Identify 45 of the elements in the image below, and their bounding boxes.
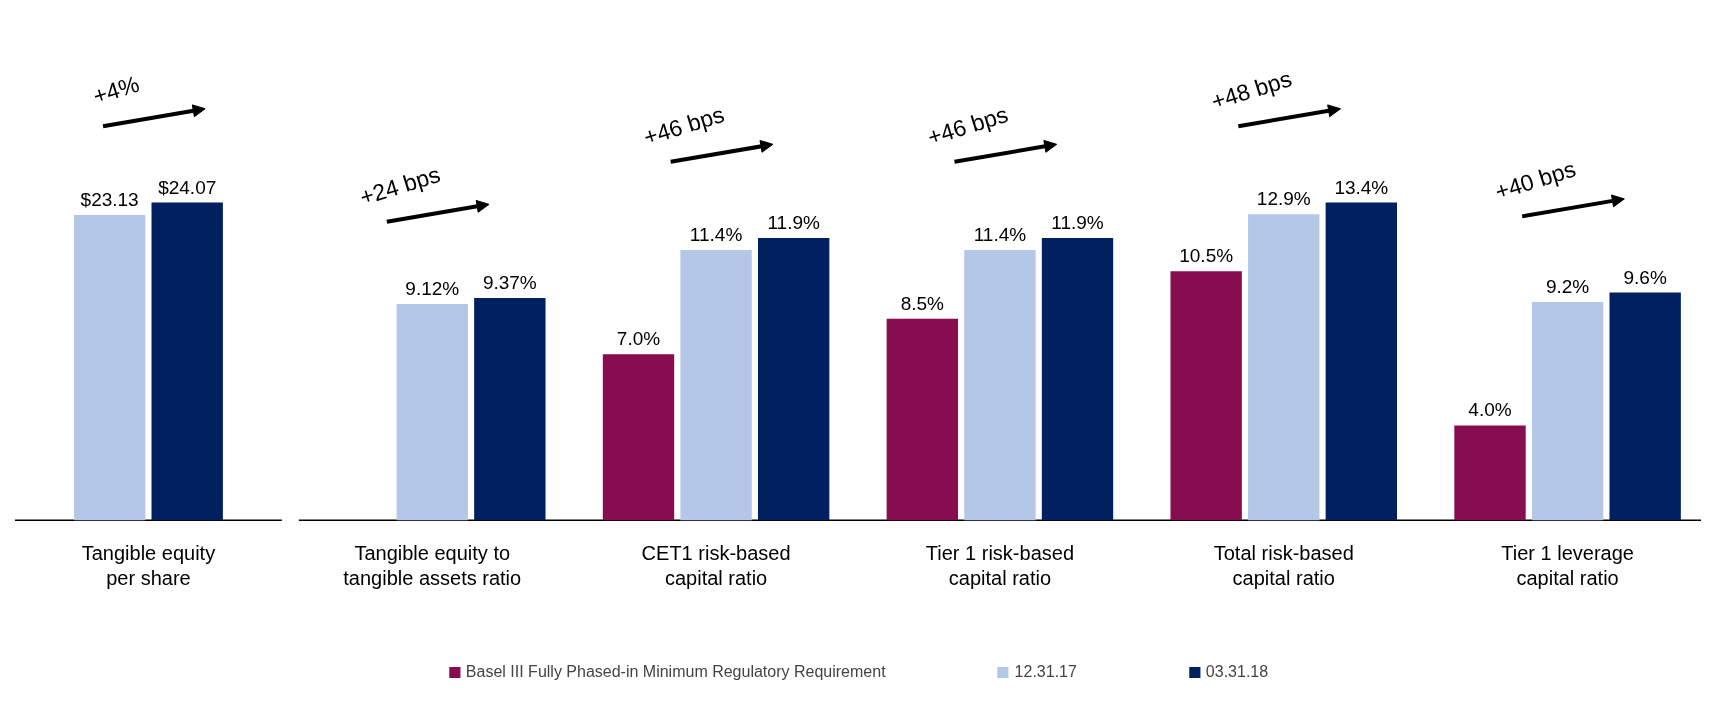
data-label: 11.9%: [767, 212, 820, 234]
data-label: 4.0%: [1468, 399, 1512, 421]
bar: [1609, 292, 1681, 521]
bar: [886, 318, 959, 521]
bar: [474, 298, 546, 521]
data-label: 10.5%: [1179, 245, 1234, 267]
x-tick-label: Tangible equity per share: [81, 542, 216, 590]
bar: [1041, 238, 1114, 521]
data-label: $23.13: [80, 188, 139, 210]
data-label: 12.9%: [1256, 188, 1311, 210]
data-label: 13.4%: [1334, 176, 1389, 198]
legend-label: Basel III Fully Phased-in Minimum Regulatory Requirement: [465, 663, 886, 681]
x-tick-label: Tier 1 leverage capital ratio: [1501, 542, 1634, 590]
data-label: 11.9%: [1051, 212, 1104, 234]
bar: [1531, 302, 1604, 521]
bar: [396, 304, 468, 521]
text: +46 bps: [924, 100, 1011, 151]
data-label: 9.2%: [1545, 276, 1590, 298]
text: +48 bps: [1208, 65, 1295, 115]
bar: [1248, 214, 1320, 521]
data-label: $24.07: [158, 176, 217, 198]
bar: [964, 249, 1036, 521]
x-tick-label: Tangible equity to tangible assets ratio: [343, 542, 522, 590]
x-tick-label: Tier 1 risk-based capital ratio: [925, 542, 1075, 590]
data-label: 11.4%: [689, 223, 743, 245]
data-label: 11.4%: [973, 223, 1027, 245]
x-tick-label: Total risk-based capital ratio: [1213, 542, 1354, 590]
annotation: +24 bps: [356, 160, 444, 211]
data-label: 9.37%: [482, 272, 537, 294]
bar: [1325, 202, 1398, 521]
bar: [602, 354, 675, 521]
bar: [757, 238, 830, 521]
bar: [1170, 271, 1242, 521]
bar: [680, 249, 752, 521]
data-label: 9.6%: [1623, 266, 1667, 288]
data-label: 7.0%: [616, 328, 661, 350]
data-label: 8.5%: [900, 292, 945, 314]
data-label: 9.12%: [405, 278, 460, 299]
x-tick-label: CET1 risk-based capital ratio: [641, 542, 791, 590]
legend-label: 12.31.17: [1014, 663, 1077, 681]
bar: [1454, 425, 1526, 521]
legend-label: 03.31.18: [1205, 663, 1269, 681]
annotation: +40 bps: [1492, 155, 1579, 205]
text: +4%: [90, 70, 143, 110]
text: +46 bps: [640, 100, 728, 151]
